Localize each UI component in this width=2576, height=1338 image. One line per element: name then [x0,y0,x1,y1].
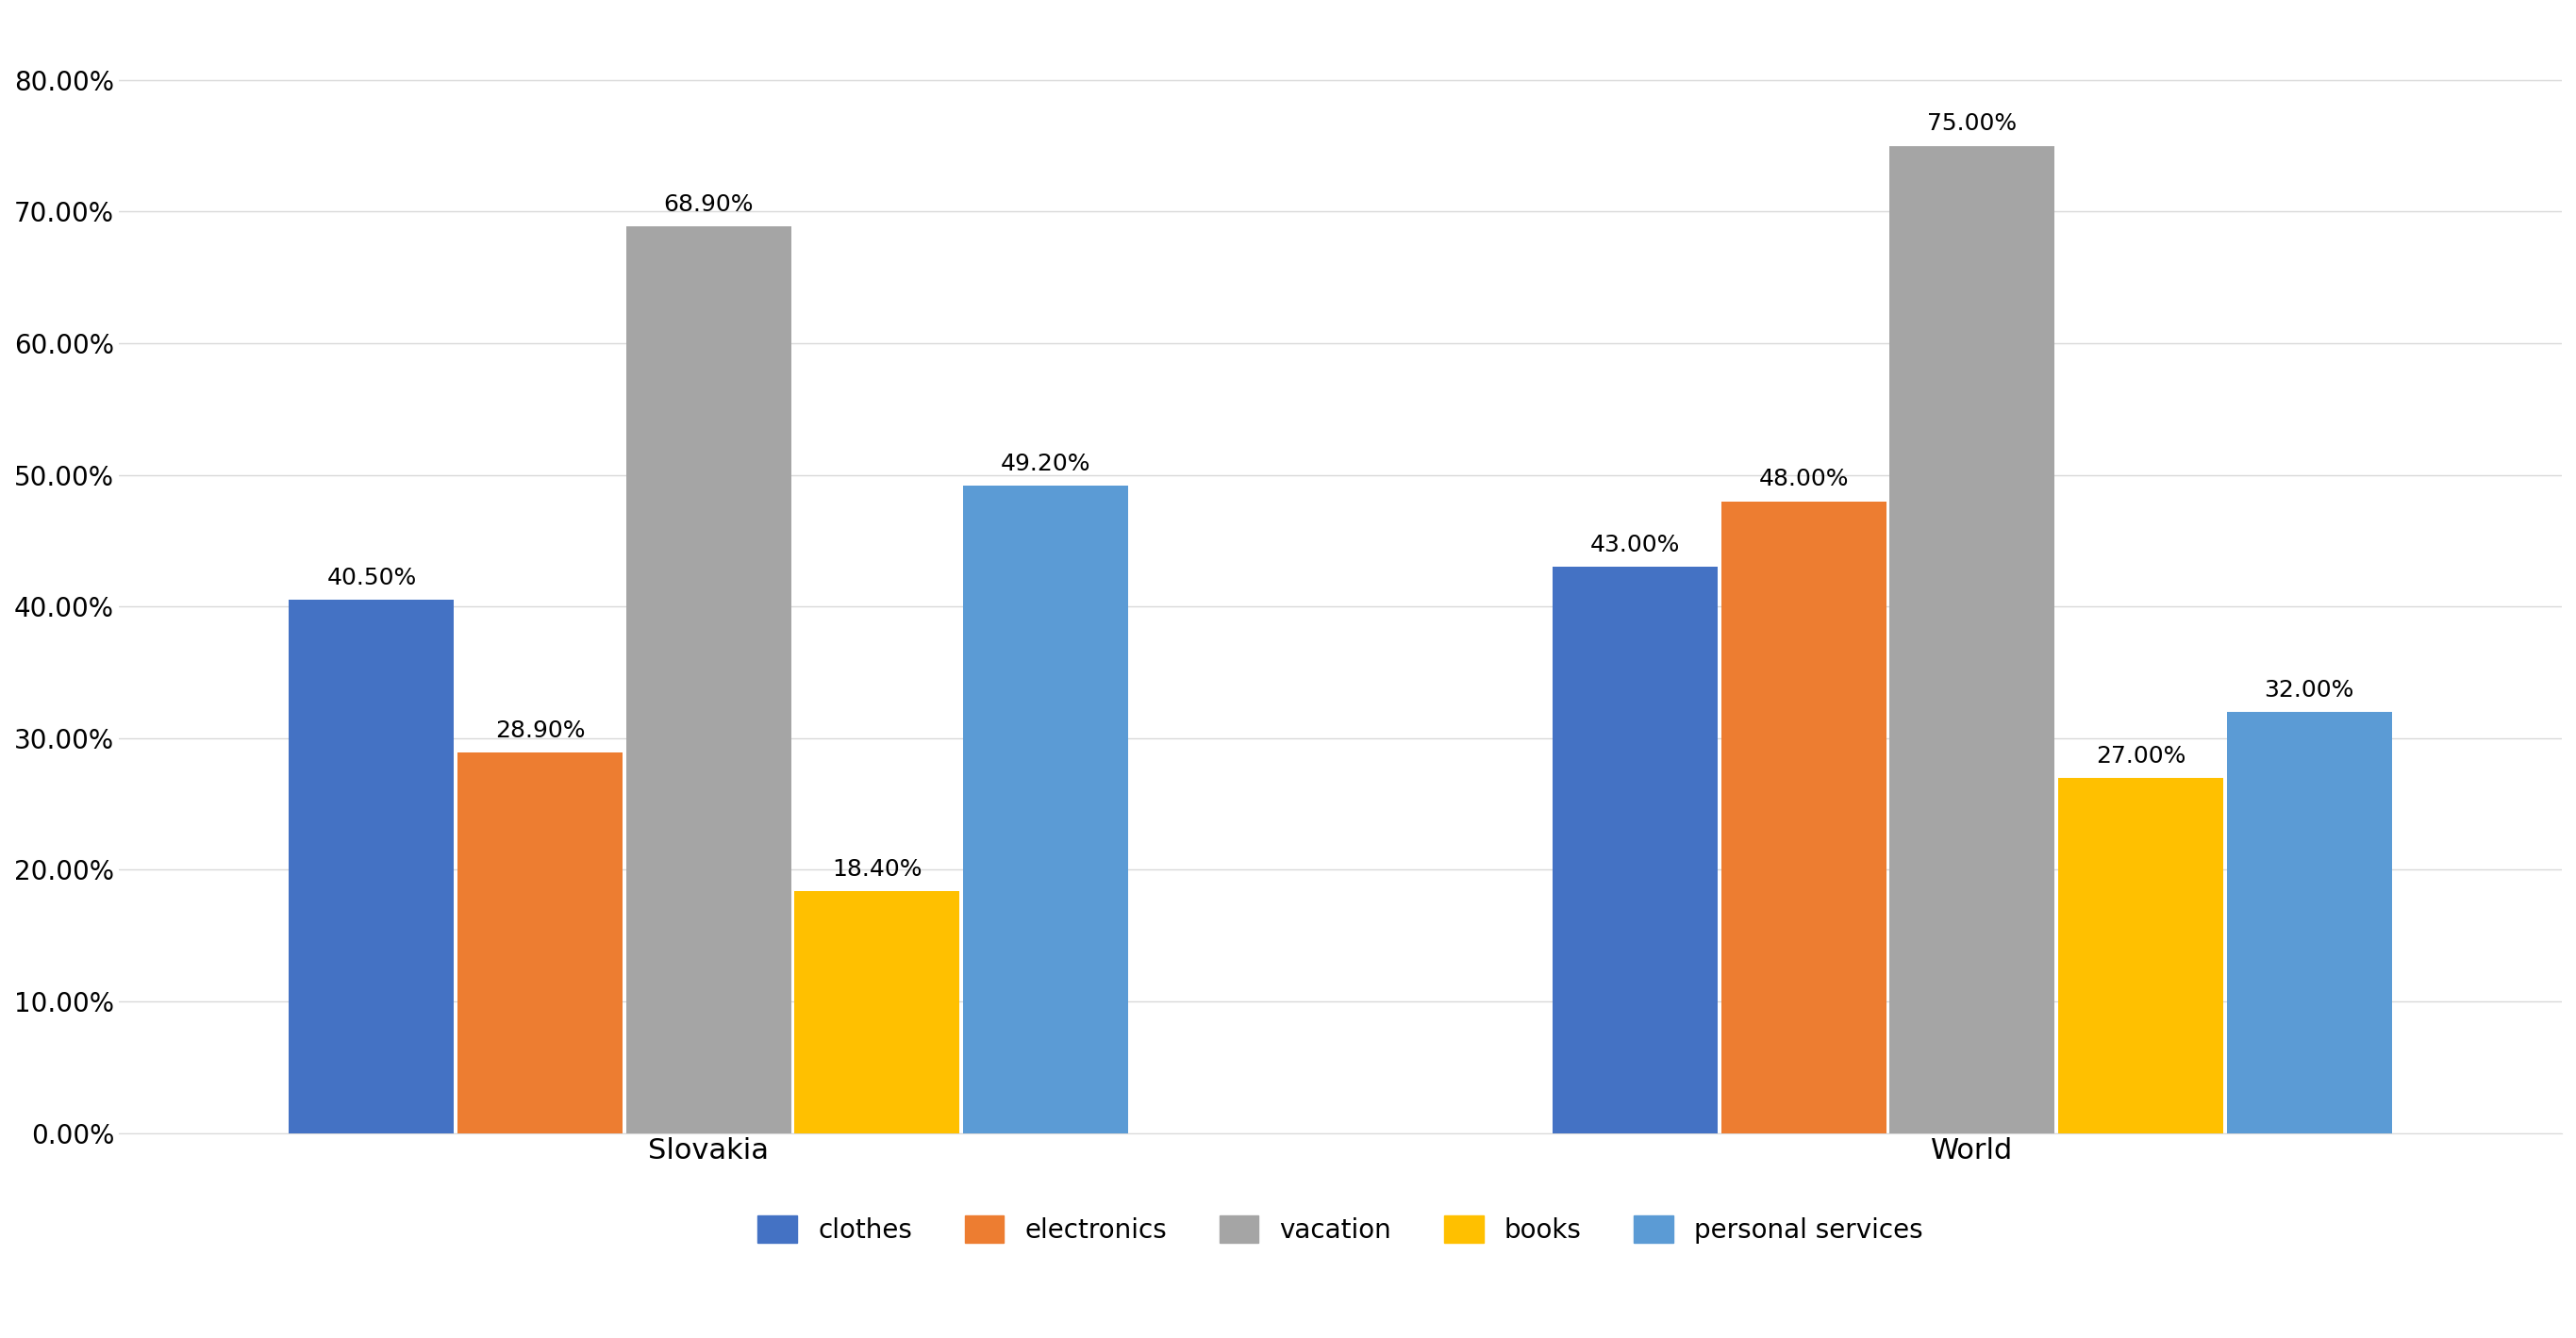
Text: 43.00%: 43.00% [1589,534,1680,557]
Bar [2226,712,2391,1133]
Bar [459,752,623,1133]
Text: 48.00%: 48.00% [1759,468,1850,491]
Bar [626,226,791,1133]
Bar [793,891,961,1133]
Text: 18.40%: 18.40% [832,858,922,880]
Bar [1721,502,1886,1133]
Text: 40.50%: 40.50% [327,567,417,589]
Text: 49.20%: 49.20% [999,452,1090,475]
Bar [2058,777,2223,1133]
Bar [289,599,453,1133]
Text: 27.00%: 27.00% [2097,744,2184,767]
Legend: clothes, electronics, vacation, books, personal services: clothes, electronics, vacation, books, p… [747,1206,1935,1254]
Text: 75.00%: 75.00% [1927,112,2017,135]
Text: 28.90%: 28.90% [495,720,585,743]
Bar [963,486,1128,1133]
Text: 32.00%: 32.00% [2264,678,2354,701]
Text: 68.90%: 68.90% [665,193,755,215]
Bar [1553,567,1718,1133]
Bar [1891,146,2056,1133]
